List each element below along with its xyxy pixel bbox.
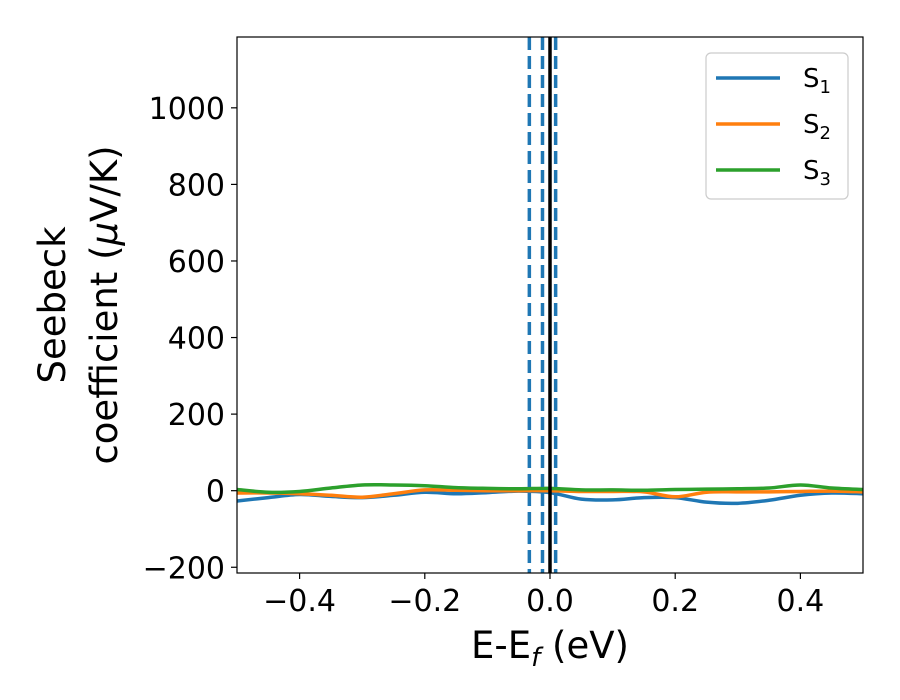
x-tick-label: −0.2	[388, 584, 461, 619]
x-tick-label: −0.4	[263, 584, 336, 619]
y-tick-label: 0	[206, 475, 225, 510]
y-tick-label: −200	[143, 551, 225, 586]
legend-label-s1: S1	[803, 64, 831, 98]
x-tick-label: 0.4	[777, 584, 825, 619]
legend: S1 S2 S3	[705, 52, 849, 200]
y-tick-label: 400	[168, 322, 225, 357]
reference-lines	[527, 37, 558, 573]
y-axis-label-line2a: coefficient (	[83, 245, 126, 464]
y-axis-ticks: −200 0 200 400 600 800 1000	[143, 92, 237, 586]
y-tick-label: 200	[168, 398, 225, 433]
x-axis-label-unit: (eV)	[540, 624, 629, 667]
y-tick-label: 600	[168, 245, 225, 280]
legend-label-s3: S3	[803, 156, 831, 190]
x-axis-label-main: E-E	[471, 624, 531, 667]
x-axis-ticks: −0.4 −0.2 0.0 0.2 0.4	[263, 573, 824, 619]
legend-label-s2: S2	[803, 110, 831, 144]
y-tick-label: 800	[168, 168, 225, 203]
y-axis-label-mu: μ	[83, 222, 126, 247]
legend-box	[705, 52, 849, 200]
x-tick-label: 0.2	[651, 584, 699, 619]
y-axis-label-line2b: V/K)	[83, 145, 126, 221]
y-axis-label: Seebeck coefficient (μV/K)	[31, 145, 126, 464]
x-tick-label: 0.0	[526, 584, 574, 619]
y-axis-label-line1: Seebeck	[31, 226, 74, 384]
x-axis-label: E-Ef (eV)	[471, 624, 629, 673]
y-tick-label: 1000	[149, 92, 225, 127]
y-axis-label-line2: coefficient (μV/K)	[83, 145, 126, 464]
